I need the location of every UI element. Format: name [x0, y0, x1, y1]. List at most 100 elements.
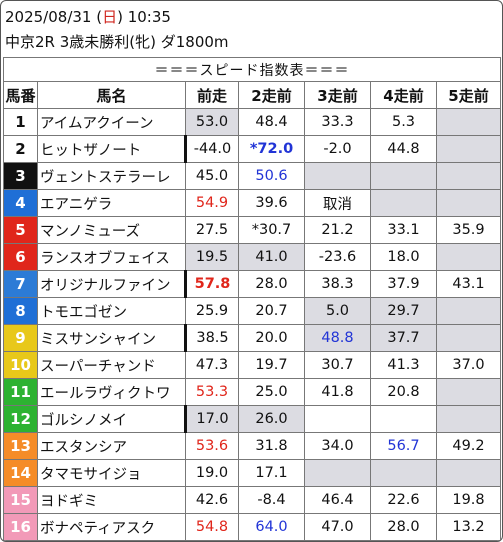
horse-number: 16 [3, 513, 38, 541]
index-3-races-ago: 48.8 [304, 324, 371, 352]
index-last-race: 42.6 [185, 486, 239, 514]
horse-name: トモエゴゼン [37, 297, 186, 325]
index-2-races-ago: 31.8 [238, 432, 305, 460]
index-5-races-ago [436, 162, 501, 190]
index-5-races-ago [436, 324, 501, 352]
index-4-races-ago: 44.8 [370, 135, 437, 163]
index-5-races-ago [436, 243, 501, 271]
race-info: 中京2R 3歳未勝利(牝) ダ1800m [5, 33, 229, 51]
index-2-races-ago: 25.0 [238, 378, 305, 406]
weekday: 日 [102, 8, 118, 26]
horse-name: エールラヴィクトワ [37, 378, 186, 406]
horse-name: マンノミューズ [37, 216, 186, 244]
index-3-races-ago: -2.0 [304, 135, 371, 163]
col-horse-name: 馬名 [37, 81, 186, 109]
index-4-races-ago: 5.3 [370, 108, 437, 136]
table-row: 10 スーパーチャンド 47.3 19.7 30.7 41.3 37.0 [3, 351, 501, 379]
index-4-races-ago: 18.0 [370, 243, 437, 271]
index-2-races-ago: 28.0 [238, 270, 305, 298]
table-row: 9 ミスサンシャイン 38.5 20.0 48.8 37.7 [3, 324, 501, 352]
index-last-race: 19.5 [185, 243, 239, 271]
col-last-race: 前走 [185, 81, 239, 109]
table-row: 4 エアニゲラ 54.9 39.6 取消 [3, 189, 501, 217]
horse-number: 3 [3, 162, 38, 190]
index-2-races-ago: 41.0 [238, 243, 305, 271]
index-3-races-ago: 取消 [304, 189, 371, 217]
table-row: 11 エールラヴィクトワ 53.3 25.0 41.8 20.8 [3, 378, 501, 406]
index-2-races-ago: 26.0 [238, 405, 305, 433]
col-4-races-ago: 4走前 [370, 81, 437, 109]
table-row: 12 ゴルシノメイ 17.0 26.0 [3, 405, 501, 433]
index-last-race: 54.8 [185, 513, 239, 541]
horse-name: ヒットザノート [37, 135, 186, 163]
speed-index-table: ＝＝＝スピード指数表＝＝＝ 馬番 馬名 前走 2走前 3走前 4走前 5走前 1… [3, 57, 501, 541]
index-2-races-ago: *30.7 [238, 216, 305, 244]
horse-name: スーパーチャンド [37, 351, 186, 379]
index-4-races-ago: 28.0 [370, 513, 437, 541]
index-last-race: 19.0 [185, 459, 239, 487]
race-datetime: 2025/08/31 (日) 10:35 [5, 8, 171, 26]
header-row: 馬番 馬名 前走 2走前 3走前 4走前 5走前 [3, 81, 501, 109]
horse-number: 7 [3, 270, 38, 298]
table-row: 15 ヨドギミ 42.6 -8.4 46.4 22.6 19.8 [3, 486, 501, 514]
horse-number: 11 [3, 378, 38, 406]
horse-name: ゴルシノメイ [37, 405, 186, 433]
index-5-races-ago: 13.2 [436, 513, 501, 541]
table-row: 2 ヒットザノート -44.0 *72.0 -2.0 44.8 [3, 135, 501, 163]
index-last-race: 53.6 [185, 432, 239, 460]
index-4-races-ago: 22.6 [370, 486, 437, 514]
index-5-races-ago [436, 108, 501, 136]
table-row: 3 ヴェントステラーレ 45.0 50.6 [3, 162, 501, 190]
horse-number: 2 [3, 135, 38, 163]
table-title: ＝＝＝スピード指数表＝＝＝ [3, 57, 501, 82]
index-4-races-ago: 37.9 [370, 270, 437, 298]
index-last-race: 54.9 [185, 189, 239, 217]
index-5-races-ago: 49.2 [436, 432, 501, 460]
index-5-races-ago: 43.1 [436, 270, 501, 298]
col-2-races-ago: 2走前 [238, 81, 305, 109]
index-3-races-ago: 41.8 [304, 378, 371, 406]
horse-name: ヨドギミ [37, 486, 186, 514]
horse-name: ランスオブフェイス [37, 243, 186, 271]
index-4-races-ago [370, 459, 437, 487]
index-last-race: 25.9 [185, 297, 239, 325]
index-4-races-ago: 20.8 [370, 378, 437, 406]
index-2-races-ago: 20.7 [238, 297, 305, 325]
col-3-races-ago: 3走前 [304, 81, 371, 109]
index-2-races-ago: 17.1 [238, 459, 305, 487]
index-4-races-ago: 41.3 [370, 351, 437, 379]
table-row: 5 マンノミューズ 27.5 *30.7 21.2 33.1 35.9 [3, 216, 501, 244]
index-2-races-ago: 64.0 [238, 513, 305, 541]
index-2-races-ago: 48.4 [238, 108, 305, 136]
horse-number: 15 [3, 486, 38, 514]
index-3-races-ago: 30.7 [304, 351, 371, 379]
index-4-races-ago [370, 189, 437, 217]
index-last-race: 57.8 [184, 270, 239, 298]
index-2-races-ago: *72.0 [238, 135, 305, 163]
index-last-race: 45.0 [185, 162, 239, 190]
index-last-race: 53.0 [185, 108, 239, 136]
index-2-races-ago: -8.4 [238, 486, 305, 514]
col-5-races-ago: 5走前 [436, 81, 501, 109]
horse-number: 10 [3, 351, 38, 379]
horse-name: ボナペティアスク [37, 513, 186, 541]
index-2-races-ago: 19.7 [238, 351, 305, 379]
index-4-races-ago [370, 162, 437, 190]
horse-name: オリジナルファイン [37, 270, 186, 298]
index-3-races-ago [304, 162, 371, 190]
horse-number: 8 [3, 297, 38, 325]
col-number: 馬番 [3, 81, 38, 109]
index-4-races-ago: 33.1 [370, 216, 437, 244]
index-3-races-ago: -23.6 [304, 243, 371, 271]
index-last-race: 53.3 [185, 378, 239, 406]
table-row: 8 トモエゴゼン 25.9 20.7 5.0 29.7 [3, 297, 501, 325]
index-3-races-ago: 33.3 [304, 108, 371, 136]
table-row: 16 ボナペティアスク 54.8 64.0 47.0 28.0 13.2 [3, 513, 501, 541]
index-last-race: 17.0 [184, 405, 239, 433]
index-5-races-ago [436, 459, 501, 487]
horse-number: 12 [3, 405, 38, 433]
table-row: 1 アイムアクイーン 53.0 48.4 33.3 5.3 [3, 108, 501, 136]
index-last-race: 47.3 [185, 351, 239, 379]
index-3-races-ago [304, 459, 371, 487]
